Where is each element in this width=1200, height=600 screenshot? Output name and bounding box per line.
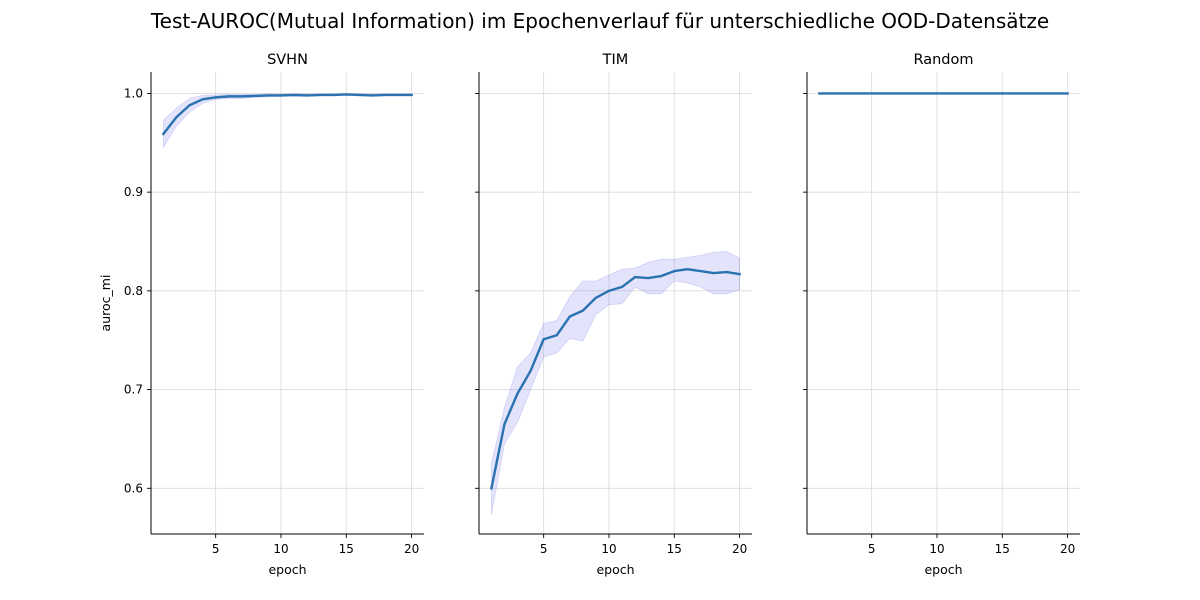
series-line bbox=[489, 267, 741, 490]
x-axis-label: epoch bbox=[268, 562, 306, 577]
data-point bbox=[345, 93, 347, 95]
data-point bbox=[1040, 92, 1042, 94]
subplot-grid: 5 10 15 200.60.70.80.91.0SVHNepochauroc_mi5… bbox=[98, 52, 1080, 577]
data-point bbox=[293, 94, 295, 96]
data-point bbox=[371, 94, 373, 96]
data-point bbox=[686, 268, 688, 270]
data-point bbox=[332, 94, 334, 96]
data-point bbox=[975, 92, 977, 94]
data-point bbox=[660, 275, 662, 277]
data-point bbox=[228, 95, 230, 97]
y-tick-label: 1.0 bbox=[124, 86, 143, 100]
data-point bbox=[410, 94, 412, 96]
data-point bbox=[910, 92, 912, 94]
x-tick-label: 10 bbox=[273, 542, 288, 556]
data-point bbox=[844, 92, 846, 94]
data-point bbox=[358, 94, 360, 96]
data-point bbox=[516, 392, 518, 394]
data-point bbox=[897, 92, 899, 94]
data-point bbox=[738, 273, 740, 275]
x-tick-label: 10 bbox=[601, 542, 616, 556]
data-point bbox=[818, 92, 820, 94]
x-tick-label: 10 bbox=[929, 542, 944, 556]
data-point bbox=[556, 334, 558, 336]
data-point bbox=[254, 95, 256, 97]
subplot-1: 5 10 15 20 0.6 0.7 0.8 0.9 1.0 SVHN epoch auroc_mi bbox=[98, 52, 424, 577]
data-point bbox=[1014, 92, 1016, 94]
data-point bbox=[936, 92, 938, 94]
confidence-band bbox=[491, 250, 740, 516]
data-point bbox=[1001, 92, 1003, 94]
data-point bbox=[201, 98, 203, 100]
data-point bbox=[595, 297, 597, 299]
x-axis-label: epoch bbox=[924, 562, 962, 577]
data-point bbox=[831, 92, 833, 94]
y-tick-label: 0.8 bbox=[124, 284, 143, 298]
data-point bbox=[647, 277, 649, 279]
data-point bbox=[241, 95, 243, 97]
data-point bbox=[384, 94, 386, 96]
panel-title: TIM bbox=[602, 52, 629, 68]
x-tick-label: 20 bbox=[732, 542, 747, 556]
data-point bbox=[569, 315, 571, 317]
data-point bbox=[962, 92, 964, 94]
figure-title: Test-AUROC(Mutual Information) im Epoche… bbox=[150, 9, 1049, 33]
x-tick-label: 20 bbox=[1060, 542, 1075, 556]
data-point bbox=[397, 94, 399, 96]
panel-title: Random bbox=[913, 52, 973, 68]
subplot-3: 5 10 15 20 Random epoch bbox=[803, 52, 1080, 577]
data-point bbox=[543, 338, 545, 340]
series-line bbox=[161, 93, 413, 136]
data-point bbox=[621, 286, 623, 288]
data-point bbox=[699, 270, 701, 272]
data-point bbox=[725, 271, 727, 273]
data-point bbox=[175, 116, 177, 118]
x-tick-label: 5 bbox=[540, 542, 548, 556]
y-axis-label: auroc_mi bbox=[98, 275, 113, 332]
data-point bbox=[280, 94, 282, 96]
data-point bbox=[673, 270, 675, 272]
y-tick-label: 0.9 bbox=[124, 185, 143, 199]
data-point bbox=[306, 94, 308, 96]
data-point bbox=[988, 92, 990, 94]
data-point bbox=[634, 276, 636, 278]
data-point bbox=[857, 92, 859, 94]
data-point bbox=[1053, 92, 1055, 94]
data-point bbox=[1066, 92, 1068, 94]
data-point bbox=[319, 94, 321, 96]
data-point bbox=[923, 92, 925, 94]
x-axis-label: epoch bbox=[596, 562, 634, 577]
y-tick-label: 0.6 bbox=[124, 481, 143, 495]
y-tick-label: 0.7 bbox=[124, 383, 143, 397]
data-point bbox=[529, 370, 531, 372]
x-tick-label: 15 bbox=[339, 542, 354, 556]
data-point bbox=[490, 487, 492, 489]
x-tick-label: 5 bbox=[212, 542, 220, 556]
data-point bbox=[712, 272, 714, 274]
data-point bbox=[949, 92, 951, 94]
x-tick-label: 5 bbox=[868, 542, 876, 556]
data-point bbox=[162, 133, 164, 135]
data-point bbox=[215, 96, 217, 98]
data-point bbox=[871, 92, 873, 94]
data-point bbox=[503, 423, 505, 425]
data-point bbox=[1027, 92, 1029, 94]
data-point bbox=[267, 94, 269, 96]
panel-title: SVHN bbox=[267, 52, 308, 68]
x-tick-label: 15 bbox=[667, 542, 682, 556]
subplot-2: 5 10 15 20 TIM epoch bbox=[475, 52, 752, 577]
data-point bbox=[884, 92, 886, 94]
data-point bbox=[582, 310, 584, 312]
data-point bbox=[608, 290, 610, 292]
x-tick-label: 20 bbox=[404, 542, 419, 556]
data-point bbox=[188, 104, 190, 106]
x-tick-label: 15 bbox=[995, 542, 1010, 556]
